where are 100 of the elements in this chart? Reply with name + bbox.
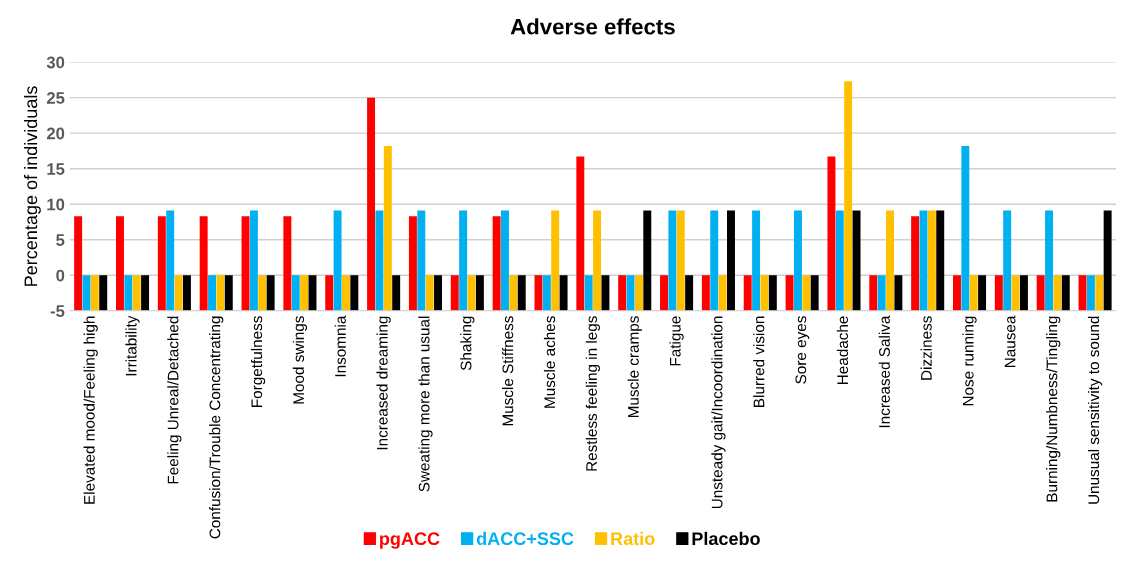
bar [827,156,836,311]
bar [668,210,677,311]
bar [199,216,208,311]
x-tick-label: Fatigue [669,316,684,366]
x-tick-label: Muscle aches [543,316,556,408]
bar [1103,210,1112,311]
bar [877,275,886,311]
bar [341,275,350,311]
bar [434,275,443,311]
legend-label: Placebo [692,531,760,546]
bar [1061,275,1070,311]
bar [994,275,1003,311]
x-tick-label: Dizziness [920,316,932,380]
bar [266,275,275,311]
bar [660,275,668,311]
bar [249,210,258,311]
x-tick-label: Unsteady gait/Incoordination [711,316,726,509]
bar [141,275,150,311]
x-tick-label: Nose running [962,316,977,406]
bar [593,210,602,311]
x-tick-label: Restless feeling in legs [585,316,600,471]
bar [90,275,99,311]
bar [961,145,970,311]
y-tick-label: 0 [56,269,65,282]
x-tick-label: Increased Saliva [878,315,890,428]
bar [325,275,334,311]
bar [383,145,392,311]
x-tick-label: Muscle Stiffness [502,316,514,426]
bar [224,275,233,311]
bar [509,275,518,311]
x-tick-label: Elevated mood/Feeling high [83,316,98,504]
bar [785,275,794,311]
bar [1045,210,1054,311]
bar [534,275,543,311]
x-tick-label: Forgetfulness [250,316,266,407]
bar [475,275,484,311]
y-tick-label: -5 [50,305,65,317]
y-tick-label: 10 [47,198,65,211]
bar [1053,275,1062,311]
bar [425,275,434,311]
bar [367,97,376,311]
bar [551,210,560,311]
x-tick-label: Increased dreaming [376,316,391,450]
bar [501,210,509,311]
bar [208,275,217,311]
x-tick-label: Muscle cramps [627,316,642,418]
x-tick-label: Insomnia [334,315,346,377]
bar [752,210,761,311]
chart-title: Adverse effects [510,18,675,35]
x-tick-label: Irritability [125,315,140,376]
bar [1036,275,1045,311]
legend-label: pgACC [380,532,440,549]
bar [174,275,183,311]
x-tick-label: Sweating more than usual [418,316,433,492]
bar [216,275,225,311]
bar [760,275,769,311]
y-tick-label: 30 [46,56,65,69]
bar [1086,275,1095,311]
bar [115,216,124,311]
bar [835,210,844,311]
bar [450,275,459,311]
bar [300,275,309,311]
bar [492,216,501,311]
bar [392,275,401,311]
bar [718,275,727,311]
y-axis-title: Percentage of individuals [23,86,41,286]
bar [584,275,593,311]
x-tick-label: Unusual sensitivity to sound [1087,316,1103,504]
bar [894,275,903,311]
bar [1095,275,1104,311]
bar [417,210,426,311]
bar [350,275,359,311]
y-tick-label: 15 [47,163,65,175]
bar [927,210,936,311]
y-tick-label: 5 [56,234,65,246]
bar [676,210,685,311]
bar [701,275,710,311]
bar [710,210,719,311]
bar [258,275,267,311]
bar [911,216,920,311]
bar [869,275,878,311]
bar [886,210,894,311]
bar [132,275,141,311]
x-tick-label: Shaking [460,316,475,371]
bar [969,275,978,311]
bar [124,275,133,311]
bar [517,275,526,311]
x-tick-label: Sore eyes [795,316,810,384]
bar [802,275,811,311]
legend-label: Ratio [611,531,655,546]
bar [459,210,468,311]
bar [936,210,945,311]
y-tick-label: 20 [46,127,65,140]
bar [810,275,819,311]
x-tick-label: Mood swings [292,316,308,404]
bar [283,216,292,311]
bar [157,216,166,311]
bar [74,216,83,311]
bar [618,275,627,311]
x-tick-label: Nausea [1004,315,1016,368]
